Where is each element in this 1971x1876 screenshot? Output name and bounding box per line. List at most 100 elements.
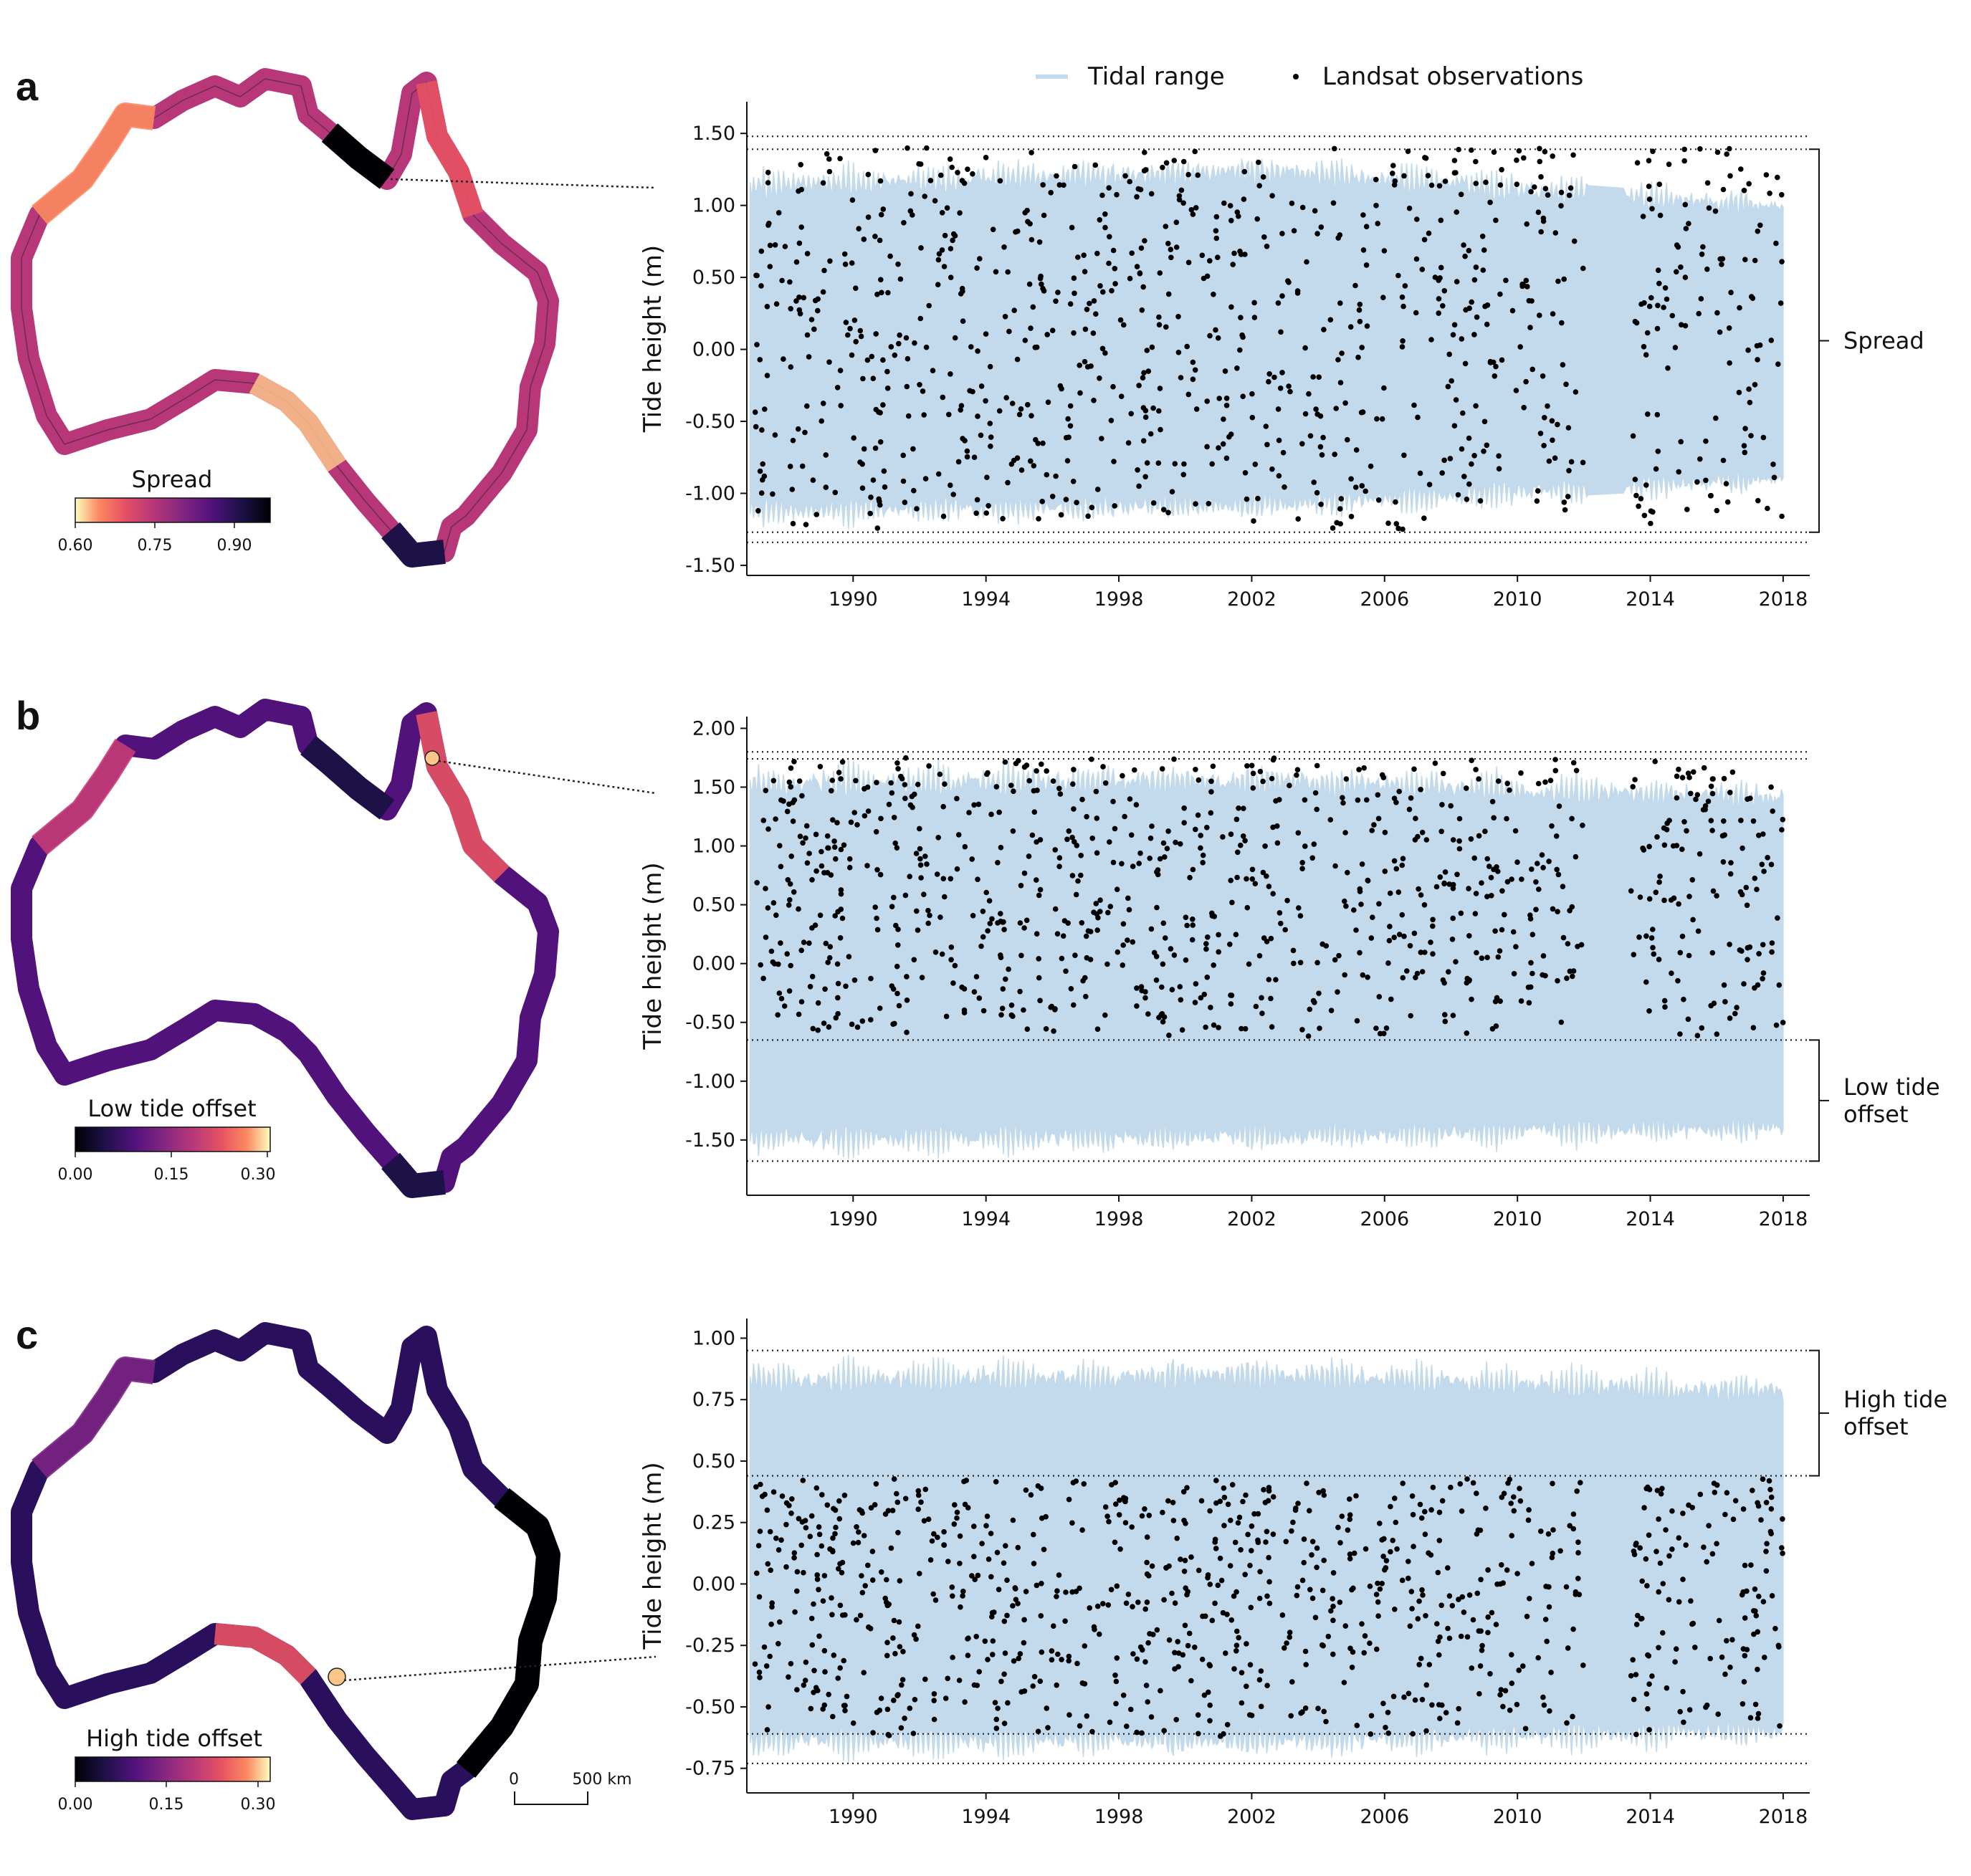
landsat-point xyxy=(1153,977,1160,983)
landsat-point xyxy=(1650,148,1656,154)
landsat-point xyxy=(813,831,819,838)
landsat-point xyxy=(1186,1630,1193,1637)
landsat-point xyxy=(1724,1637,1729,1644)
landsat-point xyxy=(819,1492,825,1498)
landsat-point xyxy=(1520,282,1527,288)
landsat-point xyxy=(1158,1688,1163,1694)
landsat-point xyxy=(1439,470,1445,476)
landsat-point xyxy=(1552,767,1559,774)
landsat-point xyxy=(872,148,879,153)
landsat-point xyxy=(1256,183,1262,188)
landsat-point xyxy=(1437,1634,1443,1640)
landsat-point xyxy=(935,1534,940,1541)
landsat-point xyxy=(1129,1524,1135,1530)
landsat-point xyxy=(845,332,851,338)
landsat-point xyxy=(1093,901,1099,906)
landsat-point xyxy=(1758,1517,1764,1523)
landsat-point xyxy=(889,790,895,796)
landsat-point xyxy=(821,267,827,274)
landsat-point xyxy=(1478,1628,1484,1634)
landsat-point xyxy=(1066,1657,1072,1664)
landsat-point xyxy=(837,1602,844,1609)
landsat-point xyxy=(1704,266,1710,272)
landsat-point xyxy=(935,471,942,477)
landsat-point xyxy=(1207,332,1213,339)
landsat-point xyxy=(1234,209,1241,215)
landsat-point xyxy=(1446,969,1451,975)
landsat-point xyxy=(984,474,990,480)
landsat-point xyxy=(1003,976,1008,982)
landsat-point xyxy=(1655,302,1661,309)
landsat-point xyxy=(949,1584,955,1590)
landsat-point xyxy=(1769,940,1775,946)
landsat-point xyxy=(1650,944,1656,951)
landsat-point xyxy=(1680,1511,1686,1516)
landsat-point xyxy=(978,432,984,439)
landsat-point xyxy=(1190,866,1196,873)
landsat-point xyxy=(1239,1025,1244,1032)
x-tick-label: 1990 xyxy=(829,1806,878,1828)
landsat-point xyxy=(1479,880,1484,886)
landsat-point xyxy=(1526,1000,1532,1006)
landsat-point xyxy=(1655,449,1661,454)
landsat-point xyxy=(1714,893,1719,899)
landsat-point xyxy=(1284,1640,1289,1646)
landsat-point xyxy=(1399,911,1406,918)
landsat-point xyxy=(1545,403,1550,409)
landsat-point xyxy=(1228,1001,1234,1007)
landsat-point xyxy=(1760,942,1766,948)
landsat-point xyxy=(1158,1012,1164,1018)
landsat-point xyxy=(1779,513,1785,520)
landsat-point xyxy=(1264,1593,1270,1599)
y-tick-label: 0.00 xyxy=(692,1573,735,1595)
landsat-point xyxy=(846,864,853,871)
landsat-point xyxy=(918,1499,924,1506)
landsat-point xyxy=(857,327,864,334)
landsat-point xyxy=(1156,322,1163,328)
landsat-point xyxy=(1648,520,1653,527)
landsat-point xyxy=(954,1515,960,1521)
landsat-point xyxy=(1270,1494,1276,1500)
landsat-point xyxy=(1059,955,1065,962)
landsat-point xyxy=(1367,1583,1373,1589)
landsat-point xyxy=(1469,757,1474,763)
landsat-point xyxy=(785,877,791,883)
landsat-point xyxy=(1137,270,1143,276)
landsat-point xyxy=(1207,1702,1213,1708)
landsat-point xyxy=(1633,1622,1640,1627)
y-tick-label: -0.50 xyxy=(685,1696,735,1718)
landsat-point xyxy=(1709,828,1715,833)
landsat-point xyxy=(983,889,989,896)
landsat-point xyxy=(890,1635,896,1641)
landsat-point xyxy=(853,285,859,292)
landsat-point xyxy=(892,1650,898,1657)
landsat-point xyxy=(1228,218,1234,224)
landsat-point xyxy=(1082,326,1089,332)
landsat-point xyxy=(796,778,803,784)
landsat-point xyxy=(1659,1485,1665,1492)
landsat-point xyxy=(1339,350,1345,356)
landsat-point xyxy=(1395,525,1401,532)
landsat-point xyxy=(1223,1650,1228,1656)
landsat-point xyxy=(1554,866,1560,873)
landsat-point xyxy=(1276,473,1282,479)
landsat-point xyxy=(1031,463,1037,469)
landsat-point xyxy=(1528,959,1534,966)
landsat-point xyxy=(1102,780,1109,786)
landsat-point xyxy=(1225,1501,1231,1508)
y-tick-label: 2.00 xyxy=(692,717,735,740)
landsat-point xyxy=(800,1478,806,1483)
landsat-point xyxy=(1136,383,1142,388)
landsat-point xyxy=(992,1700,998,1705)
landsat-point xyxy=(1509,307,1516,314)
landsat-point xyxy=(950,1655,955,1660)
landsat-point xyxy=(1678,439,1684,445)
landsat-point xyxy=(1212,1600,1218,1607)
landsat-point xyxy=(1241,805,1246,811)
landsat-point xyxy=(1666,1553,1672,1559)
landsat-point xyxy=(1760,976,1765,982)
landsat-point xyxy=(970,171,975,177)
landsat-point xyxy=(1207,1662,1213,1669)
landsat-point xyxy=(1546,858,1552,864)
landsat-point xyxy=(917,825,922,832)
